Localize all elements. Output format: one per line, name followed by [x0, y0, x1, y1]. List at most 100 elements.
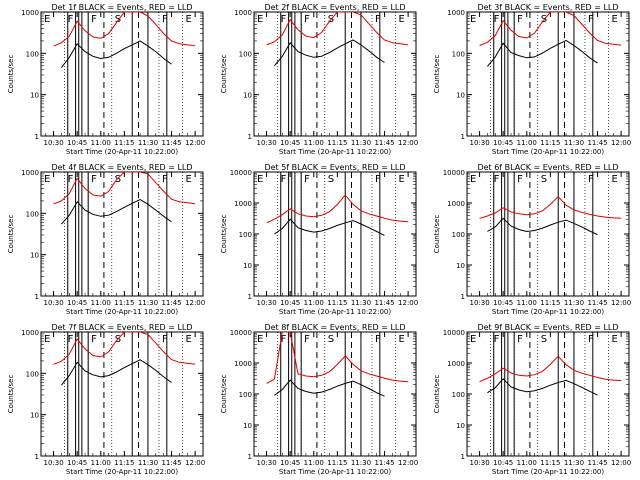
x-axis-label: Start Time (20-Apr-11 10:22:00) — [66, 468, 178, 476]
panel-7: Det 7f BLACK = Events, RED = LLD 1 10 100 10… — [7, 323, 205, 476]
series-lld — [479, 195, 622, 219]
x-tick-label: 11:30 — [138, 299, 158, 307]
plot-frame — [466, 11, 630, 137]
y-axis-label: Counts/sec — [7, 215, 15, 254]
plot-frame — [40, 331, 204, 457]
x-tick-label: 11:15 — [114, 299, 134, 307]
region-label: E — [470, 334, 476, 345]
y-axis-label: Counts/sec — [220, 55, 228, 94]
plot-frame — [466, 171, 630, 297]
x-tick-label: 10:45 — [67, 459, 87, 467]
y-axis-label: Counts/sec — [220, 375, 228, 414]
x-axis-label: Start Time (20-Apr-11 10:22:00) — [279, 148, 391, 156]
region-label: E — [399, 174, 405, 185]
region-label: F — [281, 174, 287, 185]
region-label: E — [186, 174, 192, 185]
y-tick-label: 10000 — [443, 169, 465, 177]
x-tick-label: 11:30 — [351, 299, 371, 307]
y-tick-label: 1000 — [21, 169, 39, 177]
panel-title: Det 9f BLACK = Events, RED = LLD — [477, 323, 618, 332]
x-axis-label: Start Time (20-Apr-11 10:22:00) — [279, 468, 391, 476]
x-tick-label: 11:00 — [91, 299, 111, 307]
x-tick-label: 11:45 — [587, 139, 607, 147]
region-label: E — [186, 334, 192, 345]
panel-2: Det 2f BLACK = Events, RED = LLD 1 10 100 10… — [220, 3, 418, 156]
x-tick-label: 11:00 — [304, 459, 324, 467]
region-label: E — [186, 14, 192, 25]
y-tick-label: 100 — [452, 50, 465, 58]
x-tick-label: 11:00 — [517, 459, 537, 467]
x-tick-label: 12:00 — [611, 459, 631, 467]
x-axis-label: Start Time (20-Apr-11 10:22:00) — [492, 148, 604, 156]
region-label: F — [68, 14, 74, 25]
region-label: F — [68, 174, 74, 185]
x-tick-label: 10:45 — [280, 139, 300, 147]
y-tick-label: 10 — [243, 422, 252, 430]
y-tick-label: 1 — [248, 453, 252, 461]
series-events — [61, 40, 172, 69]
x-tick-label: 11:00 — [91, 459, 111, 467]
y-tick-label: 10000 — [230, 169, 252, 177]
y-tick-label: 10 — [243, 262, 252, 270]
panel-6: Det 6f BLACK = Events, RED = LLD 1 10 100 10… — [433, 163, 631, 316]
x-tick-label: 10:45 — [493, 139, 513, 147]
x-tick-label: 12:00 — [398, 459, 418, 467]
panel-8: Det 8f BLACK = Events, RED = LLD 1 10 100 10… — [220, 323, 418, 476]
region-label: F — [494, 14, 500, 25]
x-tick-label: 10:30 — [43, 299, 63, 307]
x-tick-label: 11:00 — [517, 299, 537, 307]
x-axis-label: Start Time (20-Apr-11 10:22:00) — [66, 148, 178, 156]
x-tick-label: 10:30 — [43, 459, 63, 467]
region-label: F — [162, 14, 168, 25]
region-label: S — [541, 174, 547, 185]
series-lld — [53, 332, 196, 365]
x-tick-label: 10:30 — [43, 139, 63, 147]
series-lld — [479, 12, 622, 46]
y-tick-label: 1 — [461, 293, 465, 301]
region-label: E — [257, 174, 263, 185]
y-tick-label: 1 — [248, 293, 252, 301]
y-tick-label: 100 — [452, 391, 465, 399]
x-tick-label: 11:45 — [161, 459, 181, 467]
y-tick-label: 100 — [239, 231, 252, 239]
region-label: F — [375, 14, 381, 25]
x-tick-label: 11:30 — [138, 139, 158, 147]
region-label: S — [541, 334, 547, 345]
x-tick-label: 10:45 — [280, 299, 300, 307]
series-events — [487, 217, 598, 236]
region-label: F — [494, 334, 500, 345]
x-tick-label: 11:15 — [327, 139, 347, 147]
x-tick-label: 12:00 — [185, 299, 205, 307]
x-tick-label: 10:30 — [256, 299, 276, 307]
y-tick-label: 10 — [30, 412, 39, 420]
series-events — [61, 359, 172, 386]
series-events — [274, 39, 385, 67]
x-tick-label: 11:45 — [374, 139, 394, 147]
y-axis-label: Counts/sec — [7, 375, 15, 414]
region-label: F — [91, 174, 97, 185]
y-axis-label: Counts/sec — [433, 215, 441, 254]
region-label: S — [115, 174, 121, 185]
panel-1: Det 1f BLACK = Events, RED = LLD 1 10 100 10… — [7, 3, 205, 156]
x-tick-label: 10:45 — [67, 299, 87, 307]
x-tick-label: 12:00 — [185, 139, 205, 147]
x-tick-label: 10:30 — [256, 139, 276, 147]
region-label: E — [44, 174, 50, 185]
x-tick-label: 11:45 — [374, 459, 394, 467]
region-label: E — [470, 174, 476, 185]
y-tick-label: 1 — [35, 133, 39, 141]
plot-frame — [40, 171, 204, 297]
x-tick-label: 11:15 — [327, 299, 347, 307]
y-tick-label: 1000 — [447, 9, 465, 17]
y-axis-label: Counts/sec — [433, 375, 441, 414]
y-tick-label: 100 — [239, 50, 252, 58]
region-label: F — [304, 334, 310, 345]
x-axis-label: Start Time (20-Apr-11 10:22:00) — [492, 308, 604, 316]
panel-5: Det 5f BLACK = Events, RED = LLD 1 10 100 10… — [220, 163, 418, 316]
x-tick-label: 10:45 — [493, 299, 513, 307]
y-tick-label: 1000 — [21, 329, 39, 337]
series-lld — [53, 172, 196, 205]
y-tick-label: 1 — [461, 453, 465, 461]
region-label: E — [612, 334, 618, 345]
